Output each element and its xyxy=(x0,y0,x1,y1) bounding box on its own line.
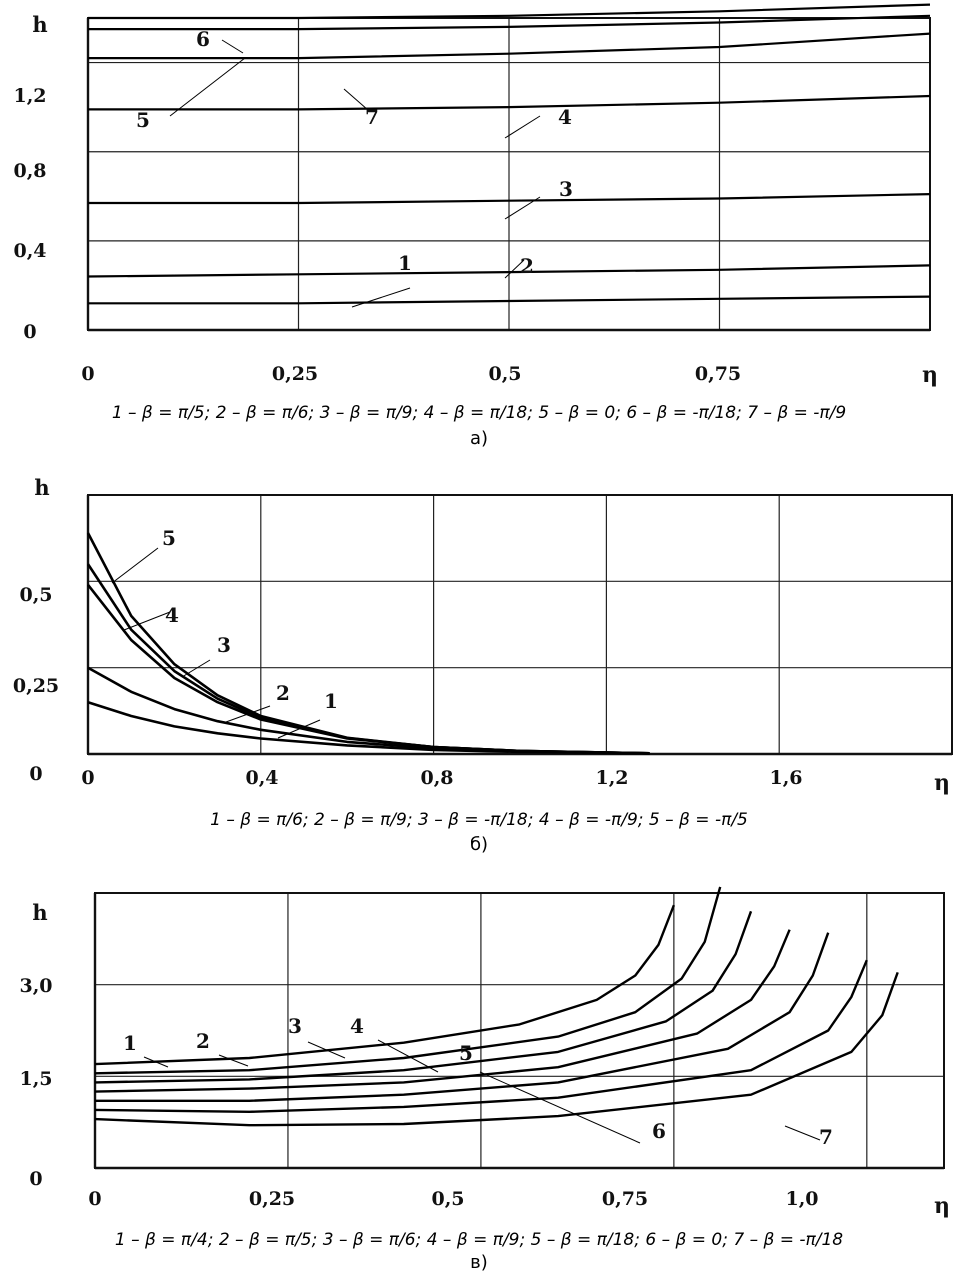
curve-label: 3 xyxy=(288,1014,302,1038)
series-line-2 xyxy=(87,264,931,278)
chart-panel-3: 1 2 3 4 5 6 7 0 0,25 0,5 0,75 1,0 0 1,5 3,0 h η 1 – β = π… xyxy=(19,886,950,1271)
curve-label: 4 xyxy=(165,603,179,627)
leader-line xyxy=(111,547,159,584)
x-tick-label: 0,5 xyxy=(431,1188,464,1210)
leader-line xyxy=(143,1056,169,1068)
x-tick-label: 0,25 xyxy=(272,363,318,385)
x-axis-label: η xyxy=(934,1193,950,1219)
y-tick-label: 0 xyxy=(29,763,42,785)
leader-line xyxy=(307,1041,346,1059)
curve-label: 5 xyxy=(136,108,150,132)
legend-caption: 1 – β = π/5; 2 – β = π/6; 3 – β = π/9; 4… xyxy=(112,403,846,423)
curve-label: 1 xyxy=(324,689,338,713)
series-line-6 xyxy=(94,959,868,1113)
series-line-1 xyxy=(88,295,931,305)
series-line-3 xyxy=(88,193,931,205)
x-tick-label: 1,6 xyxy=(769,767,802,789)
curve-label: 1 xyxy=(123,1031,137,1055)
leader-line xyxy=(123,611,171,631)
leader-line xyxy=(377,1039,439,1073)
x-tick-label: 1,0 xyxy=(785,1188,818,1210)
y-tick-label: 0,25 xyxy=(13,675,59,697)
series-line-4 xyxy=(94,929,791,1093)
series-line-3 xyxy=(94,910,753,1084)
legend-caption: 1 – β = π/4; 2 – β = π/5; 3 – β = π/6; 4… xyxy=(115,1230,843,1250)
curve-label: 2 xyxy=(276,681,290,705)
leader-line xyxy=(504,196,541,220)
panel-label: в) xyxy=(470,1252,488,1271)
series-line-5 xyxy=(86,532,650,755)
series-line-4 xyxy=(88,94,931,111)
leader-line xyxy=(225,705,271,723)
x-tick-label: 0,4 xyxy=(245,767,278,789)
series-line-7 xyxy=(88,32,931,60)
x-tick-label: 0 xyxy=(81,767,94,789)
curve-label: 6 xyxy=(652,1119,666,1143)
leader-line xyxy=(351,287,411,308)
curve-label: 5 xyxy=(162,526,176,550)
x-tick-label: 0 xyxy=(81,363,94,385)
series-line-1 xyxy=(94,904,676,1066)
series-line-7 xyxy=(94,971,899,1127)
leader-line xyxy=(169,57,246,117)
y-tick-label: 0 xyxy=(23,321,36,343)
curve-label: 7 xyxy=(365,105,379,129)
series-line-1 xyxy=(87,700,650,755)
curve-label: 2 xyxy=(196,1029,210,1053)
x-tick-label: 1,2 xyxy=(595,767,628,789)
series-line-6 xyxy=(88,3,931,20)
curve-label: 4 xyxy=(558,105,572,129)
y-tick-label: 1,2 xyxy=(13,85,46,107)
curve-label: 4 xyxy=(350,1014,364,1038)
leader-line xyxy=(343,88,369,111)
leader-line xyxy=(504,259,525,279)
x-axis-label: η xyxy=(934,770,950,796)
curve-label: 2 xyxy=(520,254,534,278)
y-tick-label: 0,5 xyxy=(19,584,52,606)
leader-line xyxy=(504,115,541,139)
curve-label: 5 xyxy=(459,1041,473,1065)
leader-line xyxy=(784,1125,821,1141)
leader-line xyxy=(218,1054,249,1067)
plot-frame xyxy=(94,892,945,1169)
y-axis-label: h xyxy=(32,12,47,37)
curve-label: 6 xyxy=(196,27,210,51)
series-line-5 xyxy=(88,14,931,31)
leader-line xyxy=(277,719,321,739)
series-line-2 xyxy=(94,886,722,1075)
y-axis-label: h xyxy=(32,900,47,925)
x-tick-label: 0,75 xyxy=(602,1188,648,1210)
y-tick-label: 0,8 xyxy=(13,160,46,182)
series-line-5 xyxy=(95,932,830,1102)
chart-panel-1: 1 2 3 4 5 6 7 0 0,25 0,5 0,75 0 0,4 0,8 1,2 h η 1 – β = π… xyxy=(13,3,938,449)
panel-label: а) xyxy=(470,428,488,449)
x-tick-label: 0,25 xyxy=(249,1188,295,1210)
curve-label: 1 xyxy=(398,251,412,275)
x-tick-label: 0,8 xyxy=(420,767,453,789)
curve-label: 7 xyxy=(819,1125,833,1149)
chart-panel-2: 1 2 3 4 5 0 0,4 0,8 1,2 1,6 0 0,25 0,5 h η 1 – β = π/6;… xyxy=(13,475,953,855)
x-axis-label: η xyxy=(922,362,938,388)
legend-caption: 1 – β = π/6; 2 – β = π/9; 3 – β = -π/18;… xyxy=(210,810,748,830)
leader-line xyxy=(479,1071,641,1144)
x-tick-label: 0,75 xyxy=(695,363,741,385)
y-tick-label: 0 xyxy=(29,1168,42,1190)
y-axis-label: h xyxy=(34,475,49,500)
leader-line xyxy=(181,659,211,678)
panel-label: б) xyxy=(470,834,488,855)
leader-line xyxy=(221,39,244,54)
curve-label: 3 xyxy=(559,177,573,201)
plot-frame xyxy=(87,494,953,755)
y-tick-label: 0,4 xyxy=(13,240,46,262)
y-tick-label: 1,5 xyxy=(19,1068,52,1090)
y-tick-label: 3,0 xyxy=(19,975,52,997)
curve-label: 3 xyxy=(217,633,231,657)
x-tick-label: 0 xyxy=(88,1188,101,1210)
x-tick-label: 0,5 xyxy=(488,363,521,385)
